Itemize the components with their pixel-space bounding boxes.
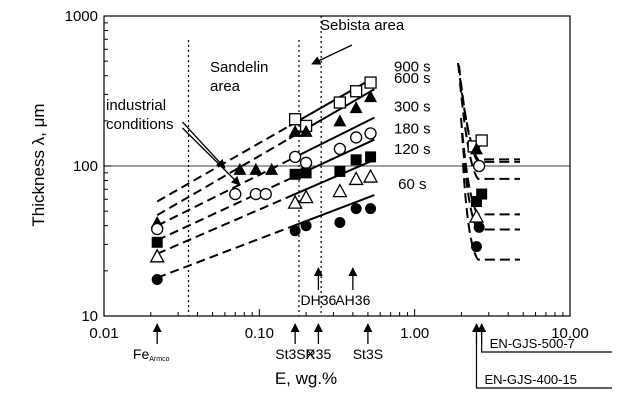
marker-filled-square [289, 168, 301, 180]
series-label: 180 s [394, 121, 431, 138]
marker-filled-square [350, 154, 362, 166]
marker-filled-circle [151, 274, 163, 286]
marker-open-circle [349, 131, 363, 144]
y-tick-label: 1000 [65, 8, 98, 25]
marker-filled-square [365, 151, 377, 163]
marker-open-circle [472, 159, 486, 173]
marker-filled-circle [470, 241, 482, 253]
material-label: R35 [306, 346, 332, 362]
marker-open-triangle [332, 183, 348, 198]
marker-filled-circle [300, 220, 312, 232]
marker-open-circle [288, 150, 302, 164]
material-label: EN-GJS-500-7 [490, 336, 575, 351]
series-label: 600 s [394, 70, 431, 87]
series-lines [156, 62, 520, 279]
series-line-dashed [156, 226, 290, 279]
gjs-curve [462, 163, 520, 261]
series-line-dashed [156, 159, 290, 227]
material-label: AH36 [335, 292, 370, 308]
series-line-dashed [156, 195, 290, 255]
series-markers [149, 76, 488, 286]
annotations [152, 44, 612, 389]
bracket-line [481, 344, 612, 353]
marker-open-square [364, 76, 377, 89]
marker-open-triangle [348, 171, 364, 186]
marker-filled-circle [350, 203, 362, 215]
marker-open-triangle [362, 168, 379, 183]
industrial-arrow-1 [181, 121, 226, 169]
series-label: 120 s [394, 141, 431, 158]
series-line-solid [288, 158, 375, 198]
marker-open-square [349, 85, 363, 98]
series-label: 300 s [394, 99, 431, 116]
material-label: DH36 [300, 292, 336, 308]
x-tick-label: 0.10 [245, 325, 274, 342]
series-line-solid [288, 76, 375, 127]
marker-open-triangle [149, 248, 165, 263]
material-subscript: Armco [149, 356, 169, 363]
material-label: St3S [353, 346, 383, 362]
sandelin-area-label-2: area [210, 78, 241, 95]
marker-filled-triangle [469, 142, 483, 155]
marker-filled-triangle [249, 162, 263, 175]
material-label: St3SX [275, 346, 315, 362]
industrial-arrow-2 [182, 127, 241, 186]
marker-open-square [475, 134, 488, 147]
gjs-curve [459, 82, 520, 180]
region-boundaries [187, 16, 322, 316]
marker-open-square [333, 96, 347, 109]
marker-open-triangle [468, 208, 485, 223]
series-label: 60 s [398, 176, 426, 193]
marker-filled-triangle [333, 114, 347, 127]
marker-filled-triangle [265, 162, 279, 175]
series-line-dashed [156, 137, 290, 217]
marker-filled-circle [334, 217, 346, 229]
y-axis-label: Thickness λ, μm [29, 103, 48, 226]
marker-filled-circle [473, 221, 485, 233]
industrial-conditions-label: industrial [106, 97, 166, 114]
marker-open-circle [364, 127, 377, 140]
marker-filled-square [151, 236, 163, 248]
marker-filled-circle [365, 203, 377, 215]
material-label: FeArmco [133, 346, 170, 363]
material-label: EN-GJS-400-15 [484, 372, 576, 387]
marker-filled-square [300, 167, 312, 179]
marker-filled-triangle [288, 124, 302, 137]
marker-open-square [288, 113, 302, 126]
marker-open-circle [333, 142, 347, 156]
marker-filled-square [334, 165, 346, 177]
sebista-area-label: Sebista area [320, 17, 405, 34]
marker-filled-triangle [233, 162, 247, 175]
marker-open-triangle [287, 194, 303, 209]
marker-open-circle [151, 222, 164, 236]
x-tick-label: 10.00 [551, 325, 589, 342]
x-axis-label: E, wg.% [275, 369, 337, 388]
series-label: 900 s [394, 58, 431, 75]
marker-filled-triangle [364, 90, 378, 103]
marker-filled-square [470, 195, 482, 207]
x-tick-label: 0.01 [89, 325, 118, 342]
sandelin-area-label: Sandelin [210, 59, 268, 76]
bracket-line [475, 344, 612, 389]
x-tick-label: 1.00 [400, 325, 429, 342]
marker-open-circle [259, 187, 272, 201]
series-line-dashed [156, 178, 290, 242]
marker-filled-square [476, 188, 488, 200]
y-tick-label: 10 [81, 308, 98, 325]
marker-filled-triangle [349, 101, 363, 114]
y-tick-label: 100 [73, 158, 98, 175]
marker-filled-triangle [299, 124, 313, 137]
marker-open-circle [229, 187, 242, 201]
sebista-arrow [311, 44, 353, 65]
marker-filled-circle [289, 225, 301, 237]
marker-open-circle [299, 156, 313, 169]
industrial-conditions-label-2: conditions [106, 116, 174, 133]
marker-open-triangle [298, 189, 314, 204]
series-line-solid [288, 116, 375, 161]
